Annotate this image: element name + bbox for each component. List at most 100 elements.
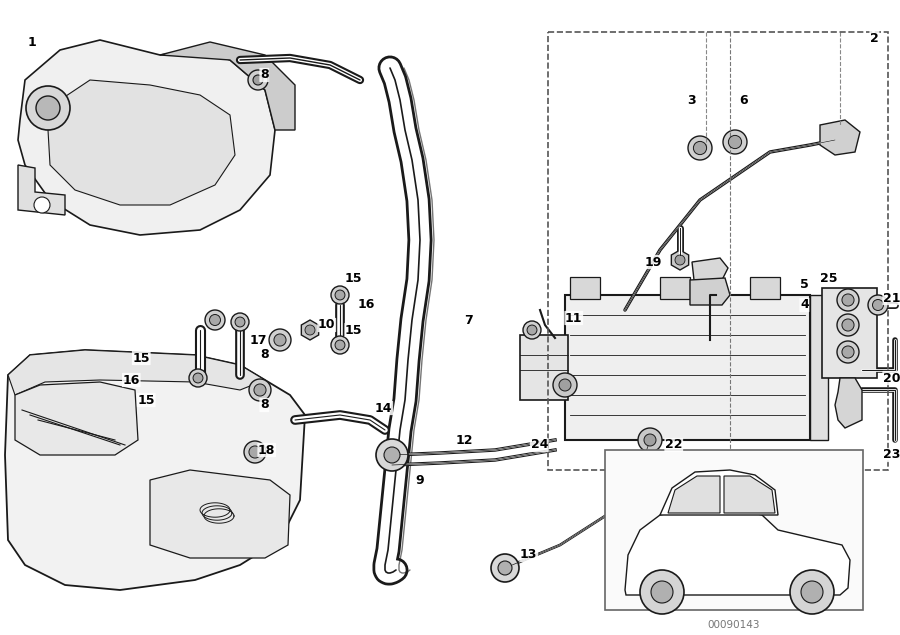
Polygon shape: [668, 476, 720, 513]
Bar: [660, 277, 690, 299]
Polygon shape: [18, 165, 65, 215]
Circle shape: [723, 130, 747, 154]
Circle shape: [205, 310, 225, 330]
Text: 18: 18: [258, 443, 275, 457]
Circle shape: [231, 313, 249, 331]
Circle shape: [305, 325, 315, 335]
Bar: [565, 295, 810, 440]
Polygon shape: [18, 40, 275, 235]
Text: 9: 9: [415, 474, 424, 486]
Text: 14: 14: [375, 401, 392, 415]
Text: 2: 2: [870, 32, 878, 44]
Circle shape: [244, 441, 266, 463]
Text: 12: 12: [456, 434, 473, 446]
Circle shape: [523, 321, 541, 339]
Circle shape: [189, 369, 207, 387]
Polygon shape: [690, 278, 730, 305]
Circle shape: [868, 295, 888, 315]
Circle shape: [640, 570, 684, 614]
Polygon shape: [160, 42, 295, 130]
Circle shape: [842, 319, 854, 331]
Text: 5: 5: [800, 279, 809, 291]
Polygon shape: [692, 258, 728, 280]
Circle shape: [249, 379, 271, 401]
Circle shape: [248, 70, 268, 90]
Circle shape: [491, 554, 519, 582]
Circle shape: [335, 340, 345, 350]
Circle shape: [801, 581, 823, 603]
Text: 23: 23: [883, 448, 900, 462]
Text: 16: 16: [358, 298, 375, 312]
Circle shape: [249, 446, 261, 458]
Bar: [605, 450, 863, 610]
Text: 17: 17: [250, 333, 267, 347]
Circle shape: [376, 439, 408, 471]
Text: 7: 7: [464, 314, 473, 326]
Text: 24: 24: [530, 439, 548, 451]
Text: 10: 10: [318, 319, 336, 331]
Text: 8: 8: [260, 69, 268, 81]
Circle shape: [837, 341, 859, 363]
Polygon shape: [15, 382, 138, 455]
Text: 20: 20: [883, 371, 900, 385]
Circle shape: [675, 255, 685, 265]
Text: 13: 13: [520, 549, 537, 561]
Text: 16: 16: [122, 373, 140, 387]
Text: 15: 15: [345, 272, 363, 284]
Polygon shape: [660, 470, 778, 515]
Text: 22: 22: [665, 439, 682, 451]
Text: 4: 4: [800, 298, 809, 312]
Circle shape: [638, 428, 662, 452]
Circle shape: [688, 136, 712, 160]
Text: 11: 11: [565, 312, 582, 324]
Circle shape: [274, 334, 286, 346]
Circle shape: [527, 325, 537, 335]
Bar: [750, 277, 780, 299]
Circle shape: [651, 581, 673, 603]
Circle shape: [837, 314, 859, 336]
Polygon shape: [625, 508, 850, 595]
Polygon shape: [48, 80, 235, 205]
Circle shape: [693, 142, 706, 154]
Text: 1: 1: [28, 36, 37, 48]
Text: 15: 15: [345, 323, 363, 337]
Bar: [570, 277, 600, 299]
Circle shape: [34, 197, 50, 213]
Polygon shape: [8, 350, 265, 395]
Polygon shape: [820, 120, 860, 155]
Circle shape: [842, 294, 854, 306]
Circle shape: [837, 289, 859, 311]
Text: 21: 21: [883, 291, 900, 305]
Polygon shape: [5, 350, 305, 590]
Text: 15: 15: [132, 352, 150, 364]
Polygon shape: [724, 476, 775, 513]
Circle shape: [36, 96, 60, 120]
Text: 8: 8: [260, 349, 268, 361]
Text: 3: 3: [688, 93, 697, 107]
Circle shape: [331, 286, 349, 304]
Text: 15: 15: [138, 394, 155, 406]
Circle shape: [559, 379, 571, 391]
Bar: [520, 335, 568, 400]
Bar: [810, 295, 828, 440]
Bar: [822, 288, 877, 378]
Circle shape: [553, 373, 577, 397]
Text: 6: 6: [740, 93, 748, 107]
Polygon shape: [835, 378, 862, 428]
Circle shape: [269, 329, 291, 351]
Circle shape: [235, 317, 245, 327]
Circle shape: [498, 561, 512, 575]
Circle shape: [335, 290, 345, 300]
Polygon shape: [35, 90, 62, 118]
Text: 8: 8: [260, 399, 268, 411]
Text: 00090143: 00090143: [707, 620, 760, 630]
Circle shape: [384, 447, 400, 463]
Circle shape: [728, 135, 742, 149]
Circle shape: [193, 373, 202, 383]
Polygon shape: [671, 250, 688, 270]
Circle shape: [872, 300, 884, 311]
Text: 25: 25: [820, 272, 838, 284]
Text: 19: 19: [644, 255, 662, 269]
Circle shape: [210, 314, 220, 326]
Circle shape: [254, 384, 266, 396]
